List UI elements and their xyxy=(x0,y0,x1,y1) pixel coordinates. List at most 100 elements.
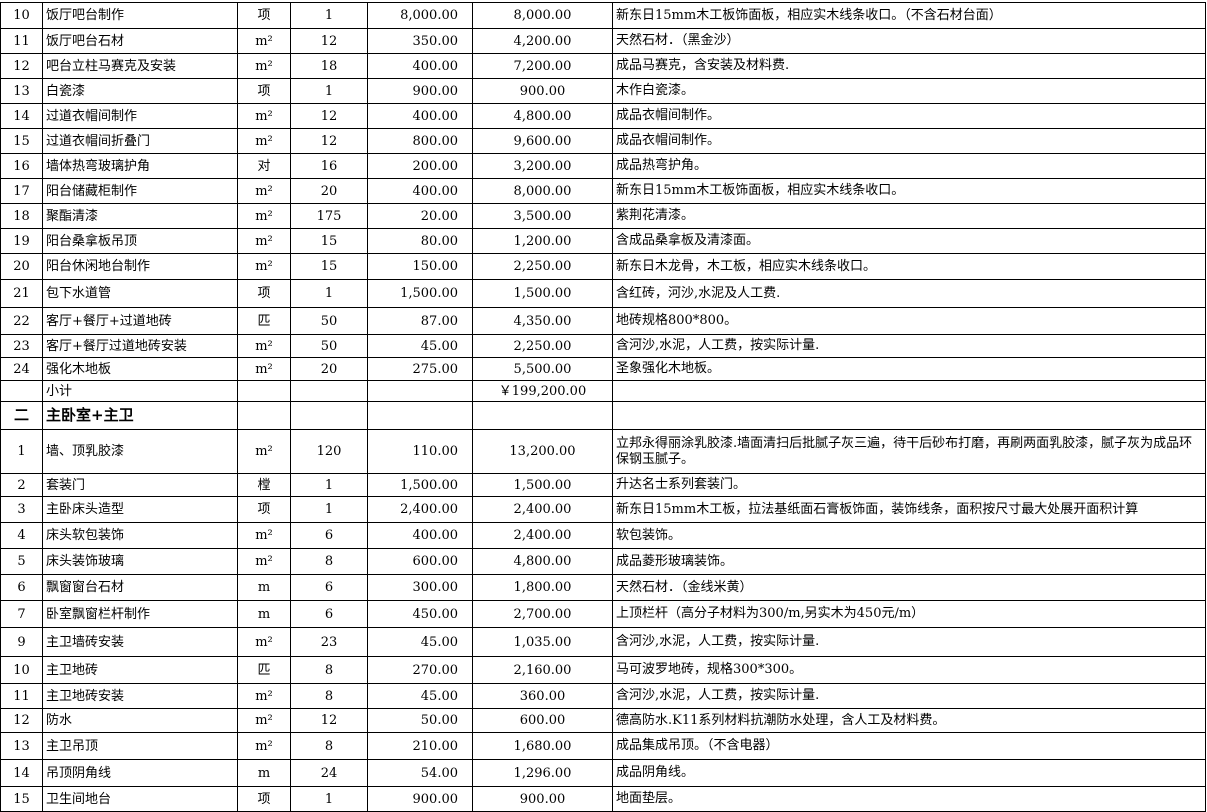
amount-cell: 5,500.00 xyxy=(472,357,613,381)
remark-cell: 新东日15mm木工板饰面板，相应实木线条收口。（不含石材台面） xyxy=(612,2,1206,29)
row-number-cell: 15 xyxy=(0,786,43,812)
unit-cell: 项 xyxy=(237,279,291,308)
unit-price-cell: 54.00 xyxy=(367,759,473,787)
remark-cell: 马可波罗地砖，规格300*300。 xyxy=(612,656,1206,684)
unit-price-cell: 350.00 xyxy=(367,28,473,54)
quantity-cell: 50 xyxy=(290,307,368,335)
amount-cell: 8,000.00 xyxy=(472,178,613,204)
unit-cell: 匹 xyxy=(237,307,291,335)
item-name-cell: 套装门 xyxy=(42,473,238,497)
remark-cell: 新东日木龙骨，木工板，相应实木线条收口。 xyxy=(612,253,1206,280)
amount-cell: 1,296.00 xyxy=(472,759,613,787)
table-row: 17 阳台储藏柜制作 m² 20 400.00 8,000.00 新东日15mm木工板饰面板… xyxy=(0,178,1206,204)
unit-price-cell: 450.00 xyxy=(367,600,473,628)
amount-cell xyxy=(472,401,613,430)
row-number-cell: 13 xyxy=(0,732,43,760)
unit-price-cell: 270.00 xyxy=(367,656,473,684)
unit-cell: m² xyxy=(237,103,291,129)
unit-cell: m² xyxy=(237,178,291,204)
amount-cell: 2,160.00 xyxy=(472,656,613,684)
row-number-cell: 21 xyxy=(0,279,43,308)
unit-cell: m xyxy=(237,759,291,787)
table-row: 12 吧台立柱马赛克及安装 m² 18 400.00 7,200.00 成品马赛克，含安装及… xyxy=(0,53,1206,79)
table-row: 12 防水 m² 12 50.00 600.00 德高防水.K11系列材料抗潮防水处理，含人… xyxy=(0,708,1206,733)
amount-cell: 1,035.00 xyxy=(472,627,613,657)
amount-cell: 1,500.00 xyxy=(472,473,613,497)
unit-price-cell: 1,500.00 xyxy=(367,279,473,308)
unit-cell: 项 xyxy=(237,496,291,523)
unit-price-cell: 900.00 xyxy=(367,78,473,104)
unit-cell: m² xyxy=(237,683,291,709)
row-number-cell: 22 xyxy=(0,307,43,335)
amount-cell: 360.00 xyxy=(472,683,613,709)
quantity-cell: 20 xyxy=(290,178,368,204)
quantity-cell: 18 xyxy=(290,53,368,79)
remark-cell: 地砖规格800*800。 xyxy=(612,307,1206,335)
table-row: 15 卫生间地台项 1 900.00 900.00 地面垫层。 xyxy=(0,786,1206,812)
quantity-cell: 1 xyxy=(290,473,368,497)
amount-cell: 3,200.00 xyxy=(472,153,613,179)
remark-cell xyxy=(612,401,1206,430)
item-name-cell: 主卫地砖安装 xyxy=(42,683,238,709)
unit-cell: m² xyxy=(237,627,291,657)
row-number-cell: 10 xyxy=(0,656,43,684)
unit-price-cell: 110.00 xyxy=(367,429,473,474)
unit-price-cell: 210.00 xyxy=(367,732,473,760)
amount-cell: 600.00 xyxy=(472,708,613,733)
quantity-cell: 1 xyxy=(290,2,368,29)
table-row: 4 床头软包装饰 m² 6 400.00 2,400.00 软包装饰。 xyxy=(0,522,1206,549)
row-number-cell: 4 xyxy=(0,522,43,549)
amount-cell: 4,350.00 xyxy=(472,307,613,335)
amount-cell: ￥199,200.00 xyxy=(472,380,613,402)
row-number-cell: 7 xyxy=(0,600,43,628)
row-number-cell: 14 xyxy=(0,103,43,129)
remark-cell: 天然石材．（黑金沙） xyxy=(612,28,1206,54)
remark-cell: 成品马赛克，含安装及材料费. xyxy=(612,53,1206,79)
unit-price-cell: 8,000.00 xyxy=(367,2,473,29)
unit-cell: m² xyxy=(237,334,291,358)
row-number-cell: 1 xyxy=(0,429,43,474)
row-number-cell: 18 xyxy=(0,203,43,229)
unit-cell: m² xyxy=(237,357,291,381)
row-number-cell: 二 xyxy=(0,401,43,430)
remark-cell: 含河沙,水泥，人工费，按实际计量. xyxy=(612,683,1206,709)
remark-cell: 含河沙,水泥，人工费，按实际计量. xyxy=(612,627,1206,657)
unit-cell: m² xyxy=(237,732,291,760)
table-row: 21 包下水道管项 1 1,500.00 1,500.00 含红砖，河沙,水泥及人工费. xyxy=(0,279,1206,308)
quantity-cell: 6 xyxy=(290,574,368,601)
unit-price-cell: 400.00 xyxy=(367,522,473,549)
amount-cell: 1,500.00 xyxy=(472,279,613,308)
quantity-cell: 23 xyxy=(290,627,368,657)
remark-cell: 立邦永得丽涂乳胶漆.墙面清扫后批腻子灰三遍，待干后砂布打磨，再刷两面乳胶漆，腻子… xyxy=(612,429,1206,474)
unit-cell: m xyxy=(237,574,291,601)
table-row: 14 过道衣帽间制作 m² 12 400.00 4,800.00 成品衣帽间制作。 xyxy=(0,103,1206,129)
remark-cell: 德高防水.K11系列材料抗潮防水处理，含人工及材料费。 xyxy=(612,708,1206,733)
quantity-cell: 8 xyxy=(290,732,368,760)
amount-cell: 9,600.00 xyxy=(472,128,613,154)
row-number-cell: 19 xyxy=(0,228,43,254)
unit-price-cell xyxy=(367,380,473,402)
unit-price-cell: 87.00 xyxy=(367,307,473,335)
section-header-row: 二主卧室+主卫 xyxy=(0,401,1206,430)
unit-cell: m² xyxy=(237,253,291,280)
item-name-cell: 卧室飘窗栏杆制作 xyxy=(42,600,238,628)
unit-price-cell: 45.00 xyxy=(367,627,473,657)
row-number-cell: 11 xyxy=(0,28,43,54)
amount-cell: 2,250.00 xyxy=(472,334,613,358)
unit-cell: m² xyxy=(237,522,291,549)
item-name-cell: 包下水道管 xyxy=(42,279,238,308)
remark-cell: 升达名士系列套装门。 xyxy=(612,473,1206,497)
amount-cell: 1,680.00 xyxy=(472,732,613,760)
quantity-cell: 8 xyxy=(290,656,368,684)
item-name-cell: 主卧床头造型 xyxy=(42,496,238,523)
remark-cell: 地面垫层。 xyxy=(612,786,1206,812)
table-row: 10 主卫地砖匹 8 270.00 2,160.00 马可波罗地砖，规格300*300。 xyxy=(0,656,1206,684)
unit-price-cell: 1,500.00 xyxy=(367,473,473,497)
unit-price-cell: 200.00 xyxy=(367,153,473,179)
item-name-cell: 主卫墙砖安装 xyxy=(42,627,238,657)
unit-price-cell: 400.00 xyxy=(367,53,473,79)
unit-price-cell xyxy=(367,401,473,430)
unit-price-cell: 150.00 xyxy=(367,253,473,280)
quantity-cell: 120 xyxy=(290,429,368,474)
subtotal-row: 小计 ￥199,200.00 xyxy=(0,380,1206,402)
